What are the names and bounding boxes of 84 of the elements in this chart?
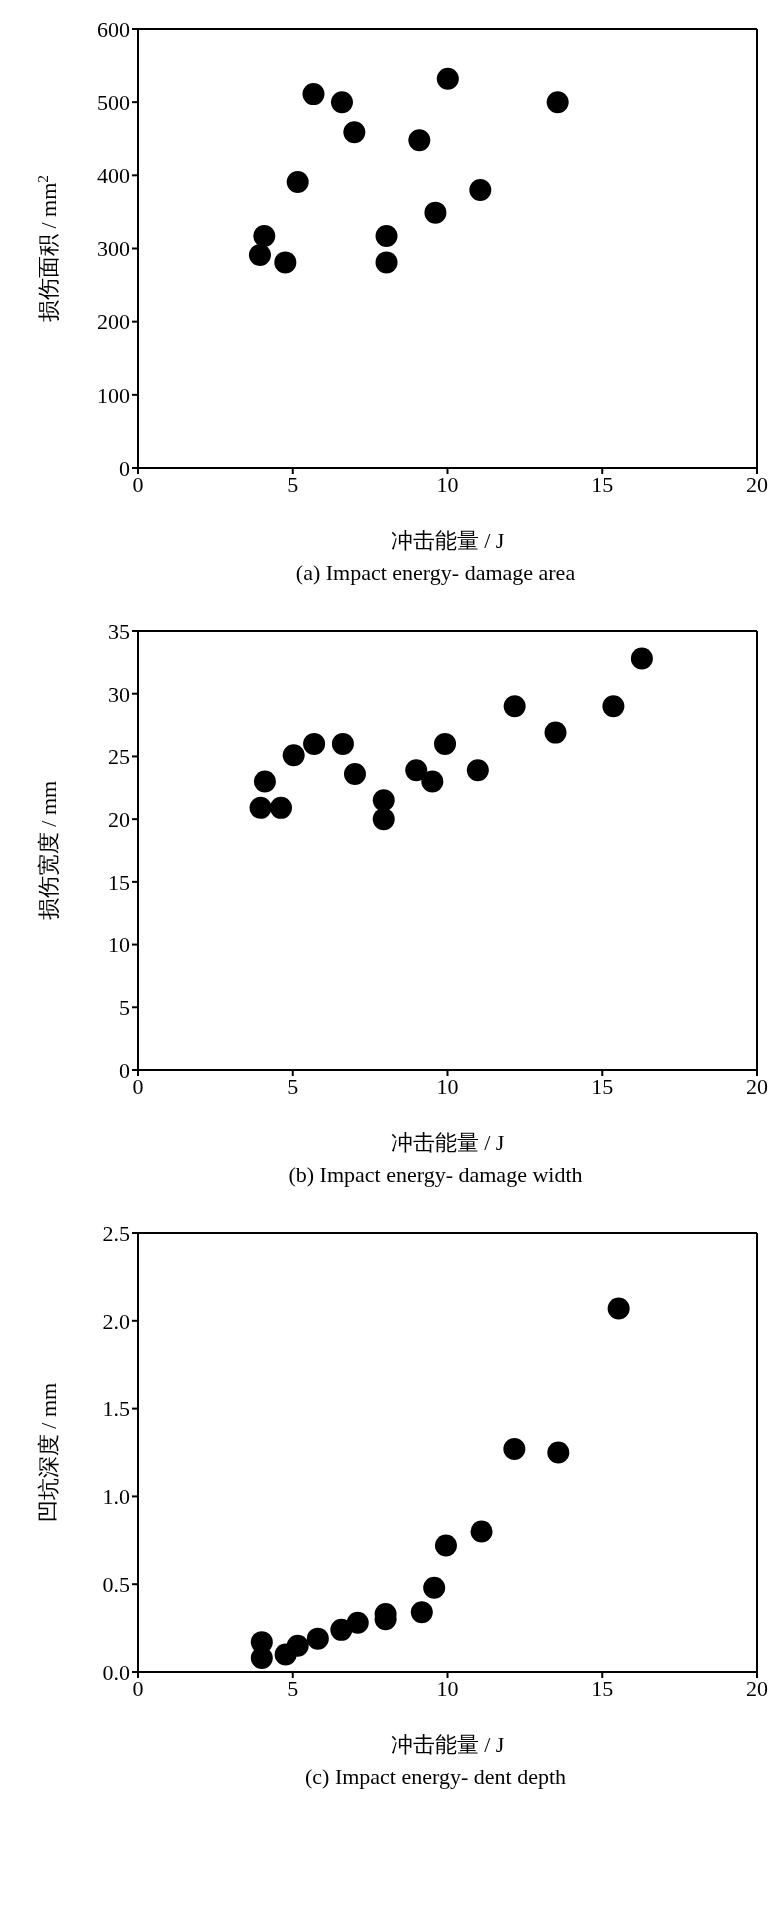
point [466, 759, 489, 782]
x-axis-title: 冲击能量 / J [390, 1130, 505, 1155]
y-tick-label: 35 [108, 618, 130, 644]
point [372, 808, 395, 831]
point [375, 225, 398, 248]
y-axis-title: 损伤宽度 / mm [36, 780, 61, 921]
point [421, 770, 444, 793]
x-tick-label: 5 [287, 1675, 299, 1701]
y-tick-label: 15 [108, 869, 130, 895]
x-tick-label: 5 [287, 1073, 299, 1099]
point [434, 732, 457, 755]
x-tick-label: 20 [746, 471, 768, 497]
point [343, 121, 366, 144]
y-tick-label: 30 [108, 681, 130, 707]
x-tick-label: 15 [591, 1073, 614, 1099]
point [372, 789, 395, 812]
point [602, 695, 625, 718]
y-tick-label: 100 [97, 382, 130, 408]
y-tick-label: 0 [119, 455, 130, 481]
y-tick-label: 0.5 [102, 1572, 130, 1598]
point [253, 770, 276, 793]
y-tick-label: 0.0 [102, 1659, 130, 1685]
point [410, 1601, 433, 1624]
y-tick-label: 300 [97, 236, 130, 262]
point [249, 796, 272, 819]
text: (c) Impact energy- dent depth [303, 1764, 567, 1790]
point [424, 201, 447, 224]
point [331, 732, 354, 755]
point [423, 1576, 446, 1599]
y-tick-label: 2.0 [102, 1308, 130, 1334]
x-tick-label: 20 [746, 1073, 768, 1099]
y-tick-label: 5 [119, 995, 130, 1021]
x-tick-label: 5 [287, 471, 299, 497]
y-tick-label: 10 [108, 932, 130, 958]
point [330, 91, 353, 114]
point [470, 1520, 493, 1543]
point [269, 796, 292, 819]
point [408, 129, 431, 152]
point [253, 225, 276, 248]
y-tick-label: 500 [97, 89, 130, 115]
point [274, 251, 297, 274]
point [282, 744, 305, 767]
y-tick-label: 2.5 [102, 1220, 130, 1246]
y-tick-label: 400 [97, 163, 130, 189]
y-axis-title: 凹坑深度 / mm [36, 1382, 61, 1523]
y-tick-label: 0 [119, 1057, 130, 1083]
point [544, 721, 567, 744]
point [469, 178, 492, 201]
y-tick-label: 25 [108, 744, 130, 770]
point [375, 251, 398, 274]
point [343, 762, 366, 785]
text: (a) Impact energy- damage area [294, 560, 577, 586]
point [607, 1297, 630, 1320]
point [346, 1611, 369, 1634]
x-tick-label: 20 [746, 1675, 768, 1701]
point [286, 1634, 309, 1657]
x-tick-label: 10 [436, 471, 459, 497]
y-tick-label: 200 [97, 309, 130, 335]
x-axis-title: 冲击能量 / J [390, 1732, 505, 1757]
y-tick-label: 20 [108, 806, 130, 832]
point [503, 695, 526, 718]
y-tick-label: 1.5 [102, 1396, 130, 1422]
text: (b) Impact energy- damage width [287, 1162, 584, 1188]
point [330, 1618, 353, 1641]
x-tick-label: 15 [591, 471, 614, 497]
x-tick-label: 15 [591, 1675, 614, 1701]
point [436, 67, 459, 90]
point [306, 1627, 329, 1650]
point [286, 170, 309, 193]
point [434, 1534, 457, 1557]
point [503, 1437, 526, 1460]
x-tick-label: 10 [436, 1073, 459, 1099]
y-tick-label: 600 [97, 16, 130, 42]
point [546, 91, 569, 114]
point [302, 83, 325, 106]
x-tick-label: 10 [436, 1675, 459, 1701]
point [250, 1631, 273, 1654]
point [303, 732, 326, 755]
x-axis-title: 冲击能量 / J [390, 528, 505, 553]
point [405, 759, 428, 782]
point [248, 244, 271, 267]
point [630, 647, 653, 670]
point [547, 1441, 570, 1464]
y-tick-label: 1.0 [102, 1484, 130, 1510]
